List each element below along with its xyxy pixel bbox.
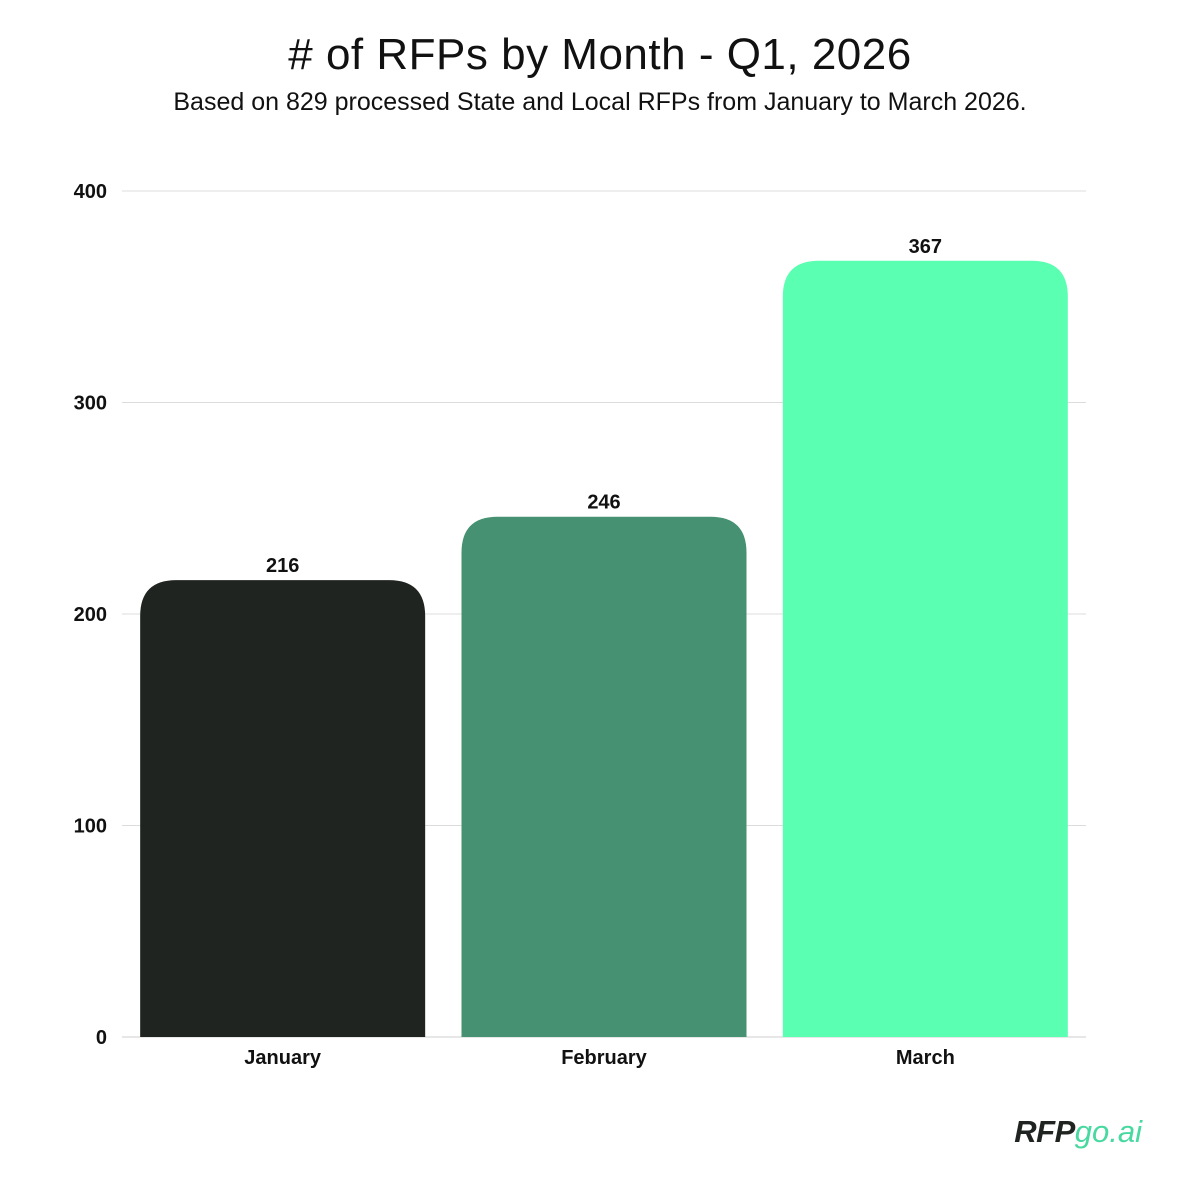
bar-march (782, 260, 1068, 1037)
y-tick-label: 200 (74, 604, 107, 626)
x-tick-label-february: February (561, 1047, 647, 1069)
data-label-february: 246 (587, 492, 620, 514)
y-tick-label: 400 (74, 181, 107, 203)
brand-logo: RFPgo.ai (1014, 1112, 1142, 1152)
bar-february (461, 516, 747, 1037)
x-tick-label-january: January (244, 1047, 322, 1069)
bar-january (140, 580, 426, 1037)
data-label-january: 216 (266, 555, 299, 577)
y-tick-label: 300 (74, 393, 107, 415)
y-tick-label: 100 (74, 816, 107, 838)
bars (140, 260, 1068, 1037)
x-tick-label-march: March (896, 1047, 955, 1069)
chart-title: # of RFPs by Month - Q1, 2026 (288, 30, 912, 79)
logo-rfp-text: RFP (1014, 1114, 1075, 1149)
labels: 0 100 200 300 400 216 January 246 February 367 Mar… (74, 181, 955, 1069)
y-tick-label: 0 (96, 1027, 107, 1049)
chart-subtitle: Based on 829 processed State and Local R… (173, 88, 1027, 116)
data-label-march: 367 (909, 236, 942, 258)
logo-domain-text: go.ai (1074, 1114, 1142, 1149)
